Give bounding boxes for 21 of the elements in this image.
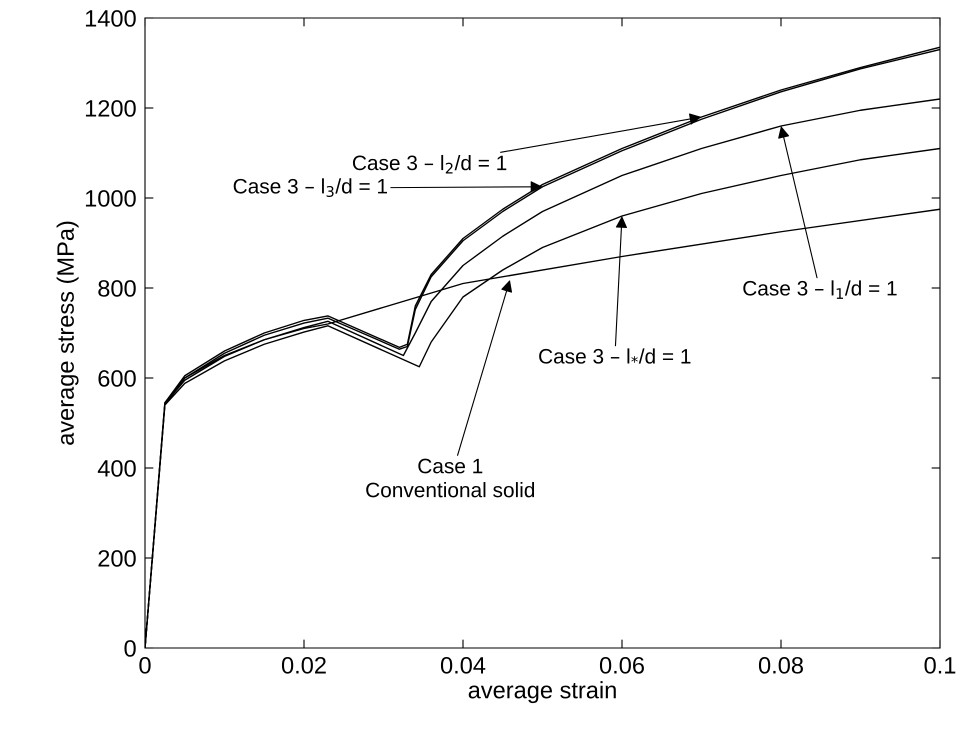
y-tick-label: 200 — [98, 550, 136, 567]
y-tick-label: 800 — [98, 280, 136, 297]
x-tick-label: 0.08 — [758, 656, 803, 674]
annotation: Case 3 – l$_{*}$/d = 1 — [539, 348, 690, 364]
annotation: Case 1 Conventional solid — [366, 458, 534, 498]
x-tick-label: 0.02 — [282, 656, 326, 674]
y-tick-label: 1200 — [86, 100, 136, 117]
y-axis-title: average stress (MPa) — [56, 222, 79, 445]
x-axis-title: average strain — [468, 681, 616, 704]
annotation: Case 3 – l$_{1}$/d = 1 — [743, 280, 897, 299]
x-tick-label: 0.06 — [600, 656, 644, 674]
y-tick-label: 600 — [98, 370, 136, 387]
x-tick-label: 0 — [139, 656, 151, 674]
annotation: Case 3 – l$_{3}$/d = 1 — [234, 178, 388, 197]
annotation: Case 3 – l$_{2}$/d = 1 — [352, 154, 506, 174]
y-tick-label: 400 — [98, 460, 136, 477]
x-tick-label: 0.04 — [440, 656, 486, 674]
y-tick-label: 1400 — [86, 10, 136, 27]
y-tick-label: 1000 — [86, 190, 136, 207]
y-tick-label: 0 — [124, 640, 136, 657]
x-tick-label: 0.1 — [924, 656, 956, 674]
